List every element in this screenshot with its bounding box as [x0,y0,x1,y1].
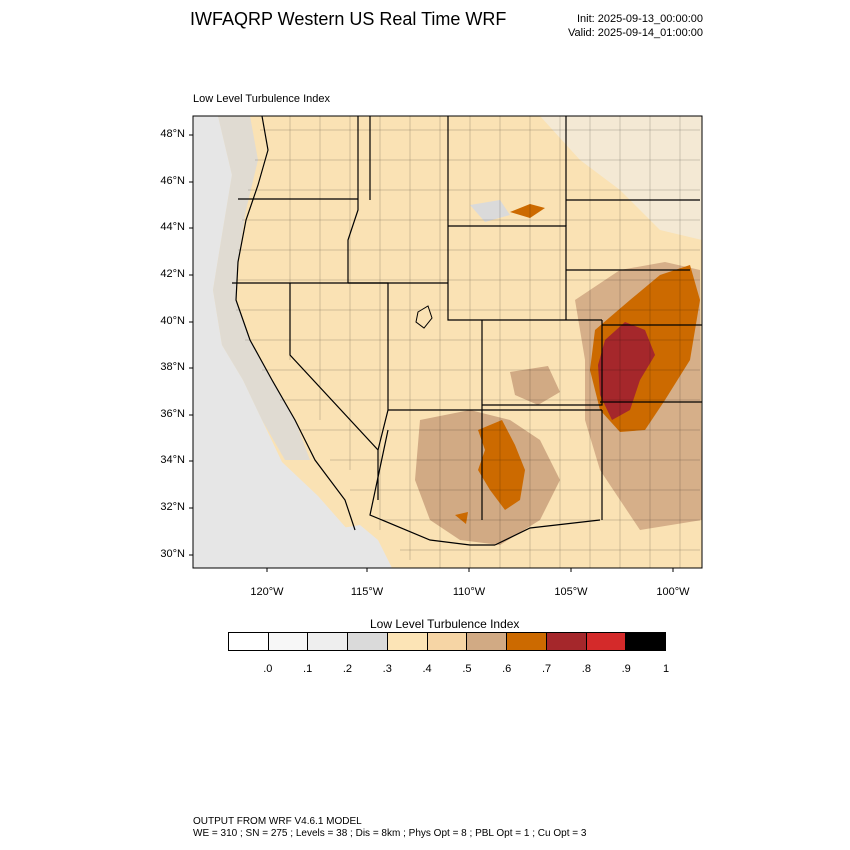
county-lines [236,116,700,568]
state-borders [232,116,702,546]
lat-label: 34°N [160,454,185,466]
gulf-of-california [330,525,392,568]
colorbar-tick-label: .2 [342,663,353,675]
longitude-ticks [266,568,674,572]
colorbar-box [546,633,587,650]
valid-time: Valid: 2025-09-14_01:00:00 [568,27,703,39]
colorbar-box [387,633,428,650]
lon-label: 100°W [656,586,690,598]
lon-label: 115°W [350,586,384,598]
colorbar-tick-label: .9 [621,663,631,675]
orange-area-new-mexico [478,420,525,510]
map-field [193,116,702,568]
great-salt-lake [415,305,433,329]
colorbar-box [427,633,468,650]
init-time: Init: 2025-09-13_00:00:00 [577,13,703,25]
colorbar-box [507,633,547,650]
dark-red-core [598,322,655,420]
coastal-gray-zone [213,116,310,460]
footer-model-line: OUTPUT FROM WRF V4.6.1 MODEL [193,816,362,827]
colorbar-tick-label: .4 [422,663,432,675]
colorbar-box [308,633,349,650]
lon-label: 110°W [452,586,486,598]
colorbar-box [229,633,269,650]
colorbar-tick-label: .6 [502,663,512,675]
map-subtitle: Low Level Turbulence Index [193,93,330,105]
plot-title: IWFAQRP Western US Real Time WRF [190,9,507,29]
colorbar-tick-label: .0 [263,663,273,675]
colorbar-tick-label: .5 [462,663,472,675]
lat-label: 36°N [160,408,185,420]
orange-patch-north [510,204,545,218]
latitude-ticks [189,134,193,556]
lon-label: 105°W [554,586,588,598]
lat-label: 48°N [160,128,185,140]
footer-config-line: WE = 310 ; SN = 275 ; Levels = 38 ; Dis … [193,828,587,839]
lat-label: 46°N [160,175,185,187]
lat-label: 32°N [160,501,185,513]
lat-label: 30°N [160,548,185,560]
lat-label: 38°N [160,361,185,373]
lat-label: 44°N [160,221,185,233]
northern-plains-gray [540,116,702,240]
legend-title: Low Level Turbulence Index [370,617,520,631]
colorbar-tick-label: 1 [662,663,670,675]
colorbar-tick-label: .7 [541,663,552,675]
orange-patch-south [455,512,468,524]
colorbar-box [626,633,666,650]
lon-label: 120°W [250,586,284,598]
colorbar-tick-label: .8 [581,663,591,675]
colorbar-box [268,633,309,650]
colorbar-box [586,633,627,650]
colorbar-tick-label: .3 [382,663,392,675]
pacific-ocean [193,116,370,568]
tan-patch [510,366,560,405]
colorbar-box [467,633,508,650]
colorbar-tick-label: .1 [303,663,313,675]
coastline [235,116,356,531]
map-frame [192,115,703,569]
colorbar [228,632,666,651]
lat-label: 42°N [160,268,185,280]
colorbar-box [348,633,388,650]
lat-label: 40°N [160,315,185,327]
